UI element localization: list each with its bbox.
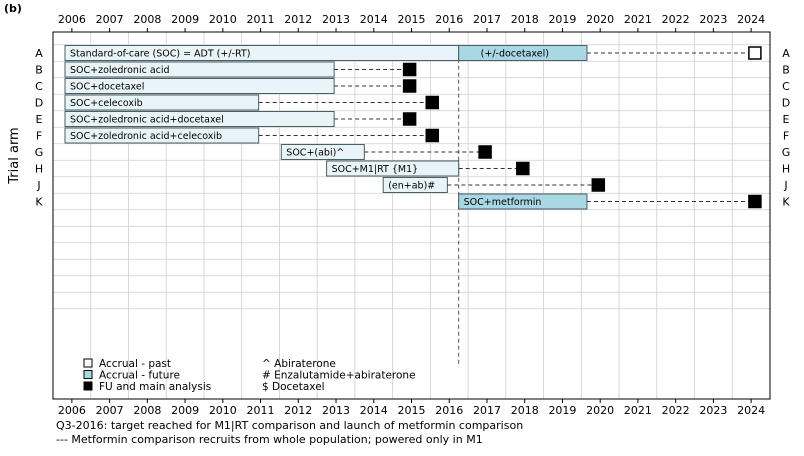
arm-label-right: B <box>782 64 790 77</box>
fu-main-analysis-marker <box>748 194 762 209</box>
bottom-year-axis-tick-label: 2013 <box>322 404 350 417</box>
arm-label-left: K <box>35 196 43 209</box>
bottom-year-axis-tick-label: 2020 <box>586 404 614 417</box>
fu-main-analysis-marker <box>478 145 492 159</box>
top-year-axis-tick-label: 2011 <box>247 13 275 26</box>
accrual-bar-label: SOC+(abi)^ <box>286 148 344 159</box>
top-year-axis-tick-label: 2008 <box>133 13 161 26</box>
top-year-axis-tick-label: 2015 <box>398 13 426 26</box>
fu-main-analysis-marker <box>748 46 762 60</box>
legend-swatch-future <box>83 370 93 379</box>
top-year-axis-tick-label: 2020 <box>586 13 614 26</box>
top-year-axis-tick-label: 2019 <box>548 13 576 26</box>
arm-label-right: J <box>783 179 787 192</box>
top-year-axis-tick-label: 2021 <box>624 13 652 26</box>
accrual-bar-past <box>382 177 448 193</box>
accrual-bar-past <box>64 127 260 144</box>
bottom-year-axis-tick-label: 2019 <box>548 404 576 417</box>
top-year-axis-tick-label: 2018 <box>511 13 539 26</box>
legend-swatch-filled <box>83 381 93 391</box>
bottom-year-axis-tick-label: 2017 <box>473 404 501 417</box>
top-year-axis-tick-label: 2022 <box>662 13 690 26</box>
fu-main-analysis-marker <box>591 178 606 192</box>
bottom-year-axis-tick-label: 2012 <box>284 404 312 417</box>
fu-main-analysis-marker <box>425 95 440 110</box>
fu-main-analysis-marker <box>402 62 417 77</box>
abbreviation-note: ^ Abiraterone <box>262 358 336 370</box>
accrual-bar-label: SOC+metformin <box>464 197 542 208</box>
bottom-year-axis-tick-label: 2018 <box>511 404 539 417</box>
accrual-bar-label: SOC+docetaxel <box>70 82 144 93</box>
bottom-year-axis-tick-label: 2014 <box>360 404 388 417</box>
arm-label-right: K <box>782 196 790 209</box>
fu-main-analysis-marker <box>402 112 417 126</box>
arm-label-right: F <box>783 130 789 143</box>
panel-label: (b) <box>4 2 22 15</box>
bottom-year-axis-tick-label: 2011 <box>247 404 275 417</box>
accrual-bar-label: SOC+zoledronic acid+celecoxib <box>70 131 222 142</box>
y-axis-title: Trial arm <box>7 127 22 184</box>
fu-main-analysis-marker <box>516 161 530 176</box>
arm-label-left: J <box>36 179 40 192</box>
arm-label-right: A <box>782 47 790 60</box>
bottom-year-axis-tick-label: 2006 <box>58 404 86 417</box>
accrual-bar-label: SOC+zoledronic acid+docetaxel <box>70 115 224 126</box>
fu-main-analysis-marker <box>402 79 417 93</box>
top-year-axis-tick-label: 2006 <box>58 13 86 26</box>
accrual-bar-label: (en+ab)# <box>388 181 435 192</box>
footnote-target-reached: Q3-2016: target reached for M1|RT compar… <box>56 419 524 432</box>
bottom-year-axis-tick-label: 2015 <box>398 404 426 417</box>
arm-label-left: A <box>35 47 43 60</box>
top-year-axis-tick-label: 2013 <box>322 13 350 26</box>
arm-label-left: B <box>35 64 43 77</box>
bottom-year-axis-tick-label: 2021 <box>624 404 652 417</box>
abbreviation-note: $ Docetaxel <box>262 381 325 393</box>
fu-main-analysis-marker <box>425 128 440 143</box>
accrual-bar-label: SOC+celecoxib <box>70 98 143 109</box>
top-year-axis-tick-label: 2007 <box>96 13 124 26</box>
bottom-year-axis-tick-label: 2016 <box>435 404 463 417</box>
legend-swatch-past <box>83 358 93 368</box>
legend-label-future: Accrual - future <box>99 370 180 382</box>
arm-label-left: F <box>36 130 42 143</box>
bottom-year-axis-tick-label: 2022 <box>662 404 690 417</box>
bottom-year-axis-tick-label: 2024 <box>737 404 765 417</box>
top-year-axis-tick-label: 2009 <box>171 13 199 26</box>
bottom-year-axis-tick-label: 2023 <box>699 404 727 417</box>
accrual-bar-label: Standard-of-care (SOC) = ADT (+/-RT) <box>70 49 250 60</box>
accrual-bar-past <box>64 94 260 111</box>
top-year-axis-tick-label: 2014 <box>360 13 388 26</box>
arm-label-right: C <box>782 80 790 93</box>
legend-label-filled: FU and main analysis <box>99 381 211 393</box>
arm-label-right: G <box>782 146 791 159</box>
trial-gantt-chart: 2006 2007 2008 2009 2010 2011 2012 2013 2014 2015… <box>7 13 791 417</box>
arm-label-right: D <box>782 97 790 110</box>
arm-label-right: H <box>782 163 790 176</box>
footnotes: Q3-2016: target reached for M1|RT compar… <box>56 419 523 447</box>
arm-label-left: D <box>35 97 43 110</box>
bottom-year-axis-tick-label: 2008 <box>133 404 161 417</box>
top-year-axis-tick-label: 2010 <box>209 13 237 26</box>
abbreviation-note: # Enzalutamide+abiraterone <box>262 370 416 382</box>
top-year-axis-tick-label: 2017 <box>473 13 501 26</box>
footnote-metformin: --- Metformin comparison recruits from w… <box>56 433 483 446</box>
arm-label-left: H <box>35 163 43 176</box>
arm-label-left: C <box>35 80 43 93</box>
arm-label-right: E <box>783 113 790 126</box>
accrual-bar-label: SOC+M1|RT {M1} <box>332 164 419 175</box>
bottom-year-axis-tick-label: 2007 <box>96 404 124 417</box>
top-year-axis-tick-label: 2024 <box>737 13 765 26</box>
arm-label-left: E <box>36 113 43 126</box>
bottom-year-axis-tick-label: 2009 <box>171 404 199 417</box>
top-year-axis-tick-label: 2023 <box>699 13 727 26</box>
accrual-bar-label: (+/-docetaxel) <box>481 49 549 60</box>
bottom-year-axis-tick-label: 2010 <box>209 404 237 417</box>
top-year-axis-tick-label: 2016 <box>435 13 463 26</box>
arm-label-left: G <box>35 146 44 159</box>
top-year-axis-tick-label: 2012 <box>284 13 312 26</box>
accrual-bar-label: SOC+zoledronic acid <box>70 65 170 76</box>
legend-label-past: Accrual - past <box>99 358 171 370</box>
